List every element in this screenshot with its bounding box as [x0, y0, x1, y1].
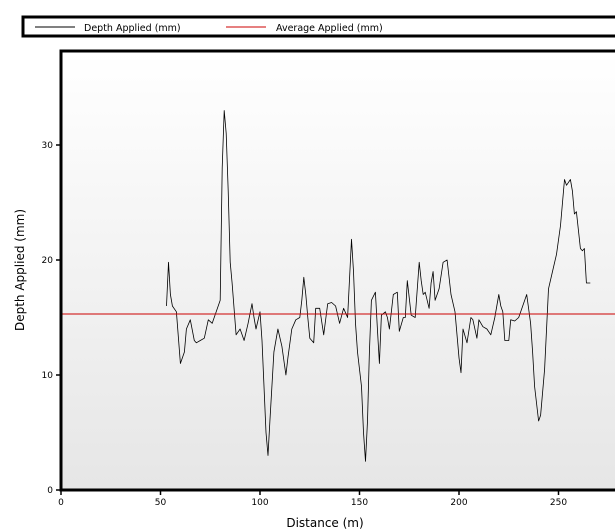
plot-frame [59, 49, 615, 492]
series-line-depth [166, 110, 591, 462]
y-tick-label: 20 [42, 256, 54, 266]
legend-label-average: Average Applied (mm) [276, 23, 383, 34]
x-axis-title: Distance (m) [286, 516, 363, 529]
x-tick-label: 200 [450, 498, 467, 508]
plot-area [61, 51, 615, 490]
legend-box [21, 15, 615, 38]
y-axis: 0 10 20 30 [42, 141, 61, 496]
y-axis-title: Depth Applied (mm) [13, 209, 27, 331]
x-tick-label: 50 [155, 498, 167, 508]
x-tick-label: 100 [251, 498, 268, 508]
y-tick-label: 30 [42, 141, 54, 151]
x-axis: 0 50 100 150 200 250 [58, 490, 567, 508]
x-tick-label: 0 [58, 498, 64, 508]
legend: Depth Applied (mm) Average Applied (mm) [21, 15, 615, 38]
x-tick-label: 250 [550, 498, 567, 508]
legend-label-depth: Depth Applied (mm) [84, 23, 181, 34]
x-tick-label: 150 [351, 498, 368, 508]
y-tick-label: 0 [47, 486, 53, 496]
y-tick-label: 10 [42, 371, 54, 381]
